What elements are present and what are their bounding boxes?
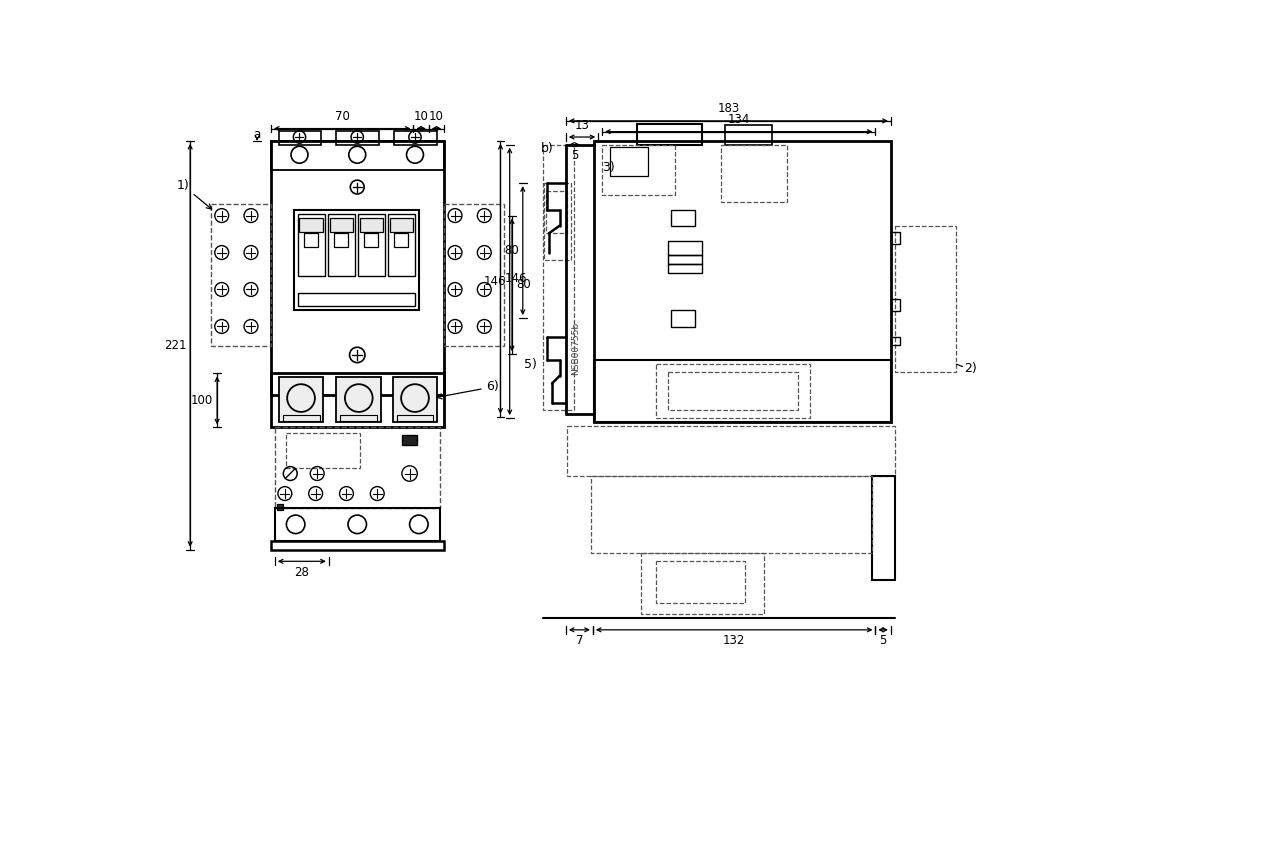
Bar bbox=[337, 131, 379, 145]
Bar bbox=[636, 124, 703, 145]
Bar bbox=[722, 145, 787, 203]
Text: 134: 134 bbox=[727, 113, 750, 126]
Bar bbox=[294, 210, 419, 310]
Bar bbox=[389, 218, 412, 232]
Bar bbox=[872, 475, 895, 579]
Text: 5): 5) bbox=[524, 358, 536, 371]
Text: 28: 28 bbox=[294, 565, 310, 578]
Text: 3): 3) bbox=[602, 161, 614, 174]
Text: 80: 80 bbox=[516, 278, 531, 291]
Bar bbox=[657, 365, 810, 418]
Bar bbox=[602, 145, 676, 195]
Bar bbox=[393, 378, 438, 422]
Bar bbox=[360, 218, 383, 232]
Bar bbox=[275, 508, 440, 540]
Bar bbox=[279, 378, 324, 422]
Text: 5: 5 bbox=[571, 149, 579, 162]
Bar bbox=[397, 415, 434, 421]
Bar bbox=[279, 131, 321, 145]
Bar bbox=[278, 504, 283, 510]
Bar bbox=[668, 372, 799, 410]
Bar bbox=[891, 337, 900, 345]
Bar bbox=[305, 233, 317, 247]
Bar bbox=[328, 214, 355, 275]
Bar bbox=[337, 378, 381, 422]
Bar bbox=[283, 415, 320, 421]
Bar bbox=[594, 141, 891, 422]
Bar bbox=[668, 241, 703, 255]
Text: 183: 183 bbox=[717, 102, 740, 115]
Text: 70: 70 bbox=[335, 110, 349, 123]
Text: 1): 1) bbox=[177, 178, 211, 209]
Bar bbox=[726, 126, 772, 145]
Bar bbox=[891, 232, 900, 244]
Bar bbox=[271, 141, 444, 170]
Bar bbox=[287, 434, 360, 469]
Bar bbox=[891, 299, 900, 311]
Text: 7: 7 bbox=[576, 635, 584, 648]
Text: a: a bbox=[253, 128, 261, 141]
Text: 146: 146 bbox=[484, 275, 506, 288]
Bar bbox=[895, 225, 956, 372]
Bar bbox=[271, 540, 444, 550]
Bar bbox=[640, 553, 764, 615]
Bar bbox=[543, 145, 573, 410]
Bar bbox=[298, 214, 325, 275]
Bar bbox=[298, 294, 415, 307]
Bar bbox=[657, 560, 745, 603]
Text: 132: 132 bbox=[723, 635, 745, 648]
Text: 6): 6) bbox=[436, 380, 499, 399]
Bar bbox=[594, 360, 891, 422]
Bar bbox=[300, 218, 323, 232]
Bar bbox=[394, 233, 408, 247]
Bar bbox=[444, 204, 504, 346]
Bar bbox=[544, 184, 571, 260]
Bar bbox=[334, 233, 348, 247]
Text: 221: 221 bbox=[164, 339, 187, 352]
Bar bbox=[271, 141, 444, 395]
Text: 5: 5 bbox=[879, 635, 887, 648]
Bar bbox=[590, 475, 872, 553]
Bar bbox=[358, 214, 385, 275]
Bar bbox=[275, 427, 440, 508]
Bar bbox=[340, 415, 378, 421]
Text: 146: 146 bbox=[504, 272, 527, 285]
Bar bbox=[365, 233, 378, 247]
Text: 80: 80 bbox=[504, 243, 518, 256]
Bar bbox=[271, 373, 444, 427]
Bar bbox=[672, 310, 695, 327]
Text: 100: 100 bbox=[191, 394, 214, 407]
Text: NSB00755b: NSB00755b bbox=[571, 322, 580, 375]
Bar bbox=[567, 426, 895, 475]
Bar bbox=[672, 210, 695, 225]
Bar bbox=[668, 264, 703, 274]
Text: 10: 10 bbox=[429, 110, 444, 123]
Text: 10: 10 bbox=[413, 110, 429, 123]
Text: 13: 13 bbox=[575, 119, 590, 132]
Bar bbox=[394, 131, 436, 145]
Text: 2): 2) bbox=[964, 361, 977, 374]
Bar bbox=[388, 214, 415, 275]
Bar bbox=[545, 191, 567, 233]
Bar bbox=[211, 204, 271, 346]
Bar bbox=[402, 435, 417, 445]
Text: b): b) bbox=[541, 142, 553, 155]
Bar bbox=[609, 147, 648, 177]
Bar bbox=[329, 218, 352, 232]
Bar bbox=[668, 255, 703, 264]
